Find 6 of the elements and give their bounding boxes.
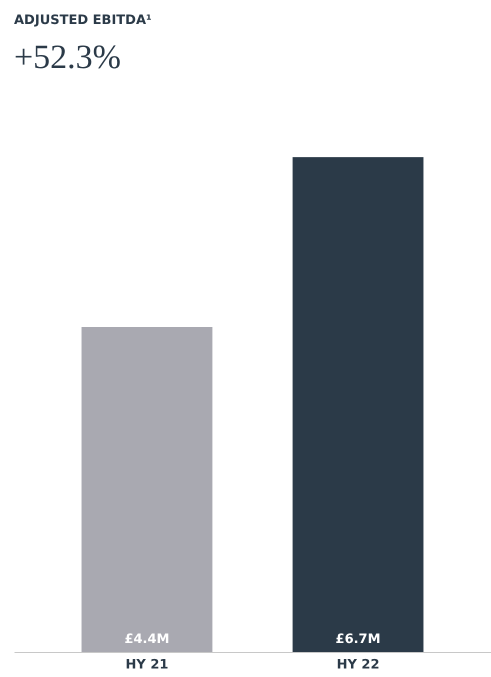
data-label: £4.4M — [124, 632, 170, 647]
x-tick-label: HY 21 — [126, 658, 168, 672]
x-tick-label: HY 22 — [336, 658, 380, 672]
chart-subtitle: +52.3% — [14, 39, 121, 76]
data-label: £6.7M — [336, 632, 381, 647]
chart-title: ADJUSTED EBITDA¹ — [14, 13, 152, 28]
